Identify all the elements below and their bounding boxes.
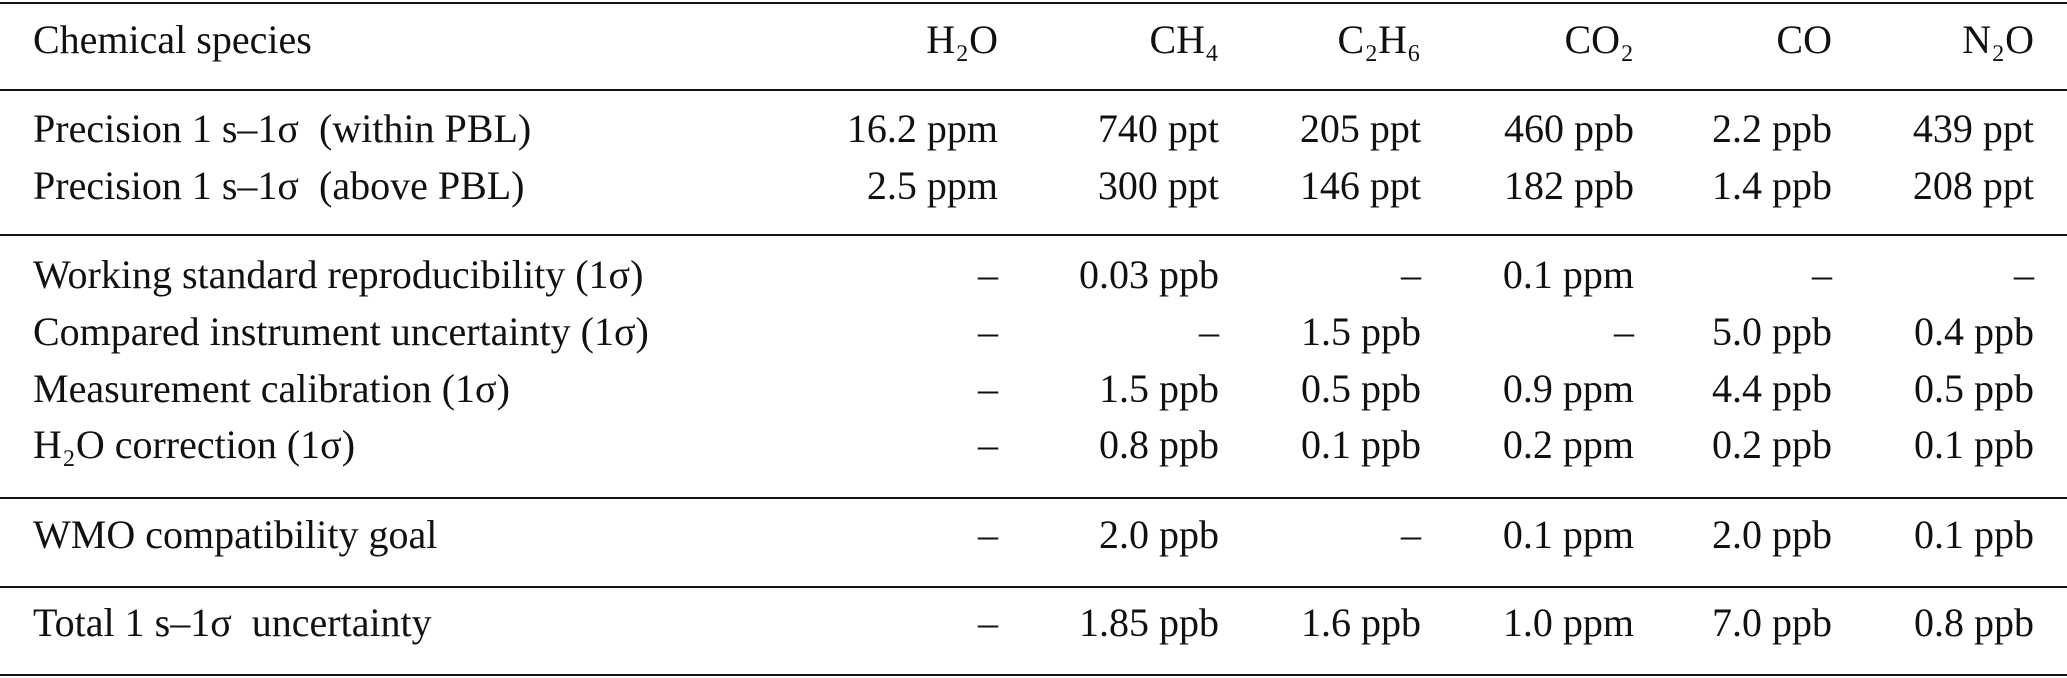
row-cell: 0.9 ppm	[1503, 366, 1634, 411]
row-cell: –	[1400, 512, 1422, 557]
row-cell: –	[1811, 252, 1833, 297]
row-cell: 2.2 ppb	[1712, 106, 1832, 151]
row-label: Working standard reproducibility (1σ)	[33, 252, 643, 297]
row-cell: –	[1400, 252, 1422, 297]
row-cell: –	[1613, 309, 1635, 354]
row-cell: –	[977, 309, 999, 354]
row-cell: 1.0 ppm	[1503, 600, 1634, 645]
row-cell: 1.4 ppb	[1712, 163, 1832, 208]
row-cell: 7.0 ppb	[1712, 600, 1832, 645]
row-cell: –	[977, 600, 999, 645]
header-label: Chemical species	[33, 17, 312, 62]
row-cell: 0.1 ppm	[1503, 512, 1634, 557]
row-cell: 5.0 ppb	[1712, 309, 1832, 354]
row-cell: –	[1198, 309, 1220, 354]
row-cell: 16.2 ppm	[847, 106, 998, 151]
row-cell: 2.5 ppm	[867, 163, 998, 208]
row-cell: 0.1 ppb	[1914, 512, 2034, 557]
row-label: H₂O correction (1σ)	[33, 422, 355, 467]
header-cell: H₂O	[926, 17, 998, 62]
row-cell: 439 ppt	[1913, 106, 2034, 151]
row-cell: 0.2 ppb	[1712, 422, 1832, 467]
row-cell: 1.85 ppb	[1079, 600, 1219, 645]
row-cell: 0.03 ppb	[1079, 252, 1219, 297]
header-cell: N₂O	[1962, 17, 2034, 62]
header-cell: C₂H₆	[1338, 17, 1421, 62]
row-cell: 300 ppt	[1098, 163, 1219, 208]
row-cell: 0.8 ppb	[1099, 422, 1219, 467]
row-cell: –	[2013, 252, 2035, 297]
row-label: Total 1 s–1σ uncertainty	[33, 600, 432, 645]
row-cell: 2.0 ppb	[1099, 512, 1219, 557]
row-cell: –	[977, 252, 999, 297]
header-cell: CO	[1776, 17, 1832, 62]
row-cell: 460 ppb	[1504, 106, 1634, 151]
row-cell: 0.4 ppb	[1914, 309, 2034, 354]
header-cell: CH₄	[1149, 17, 1219, 62]
row-cell: 0.5 ppb	[1914, 366, 2034, 411]
row-cell: 182 ppb	[1504, 163, 1634, 208]
row-cell: 4.4 ppb	[1712, 366, 1832, 411]
row-label: Precision 1 s–1σ (above PBL)	[33, 163, 525, 208]
row-cell: 1.5 ppb	[1301, 309, 1421, 354]
row-label: WMO compatibility goal	[33, 512, 437, 557]
row-label: Compared instrument uncertainty (1σ)	[33, 309, 649, 354]
row-cell: 0.1 ppb	[1301, 422, 1421, 467]
row-cell: 208 ppt	[1913, 163, 2034, 208]
row-label: Precision 1 s–1σ (within PBL)	[33, 106, 531, 151]
row-cell: –	[977, 422, 999, 467]
row-label: Measurement calibration (1σ)	[33, 366, 510, 411]
row-cell: 0.1 ppm	[1503, 252, 1634, 297]
row-cell: 1.6 ppb	[1301, 600, 1421, 645]
row-cell: 146 ppt	[1300, 163, 1421, 208]
row-cell: 1.5 ppb	[1099, 366, 1219, 411]
row-cell: 0.2 ppm	[1503, 422, 1634, 467]
row-cell: 0.5 ppb	[1301, 366, 1421, 411]
row-cell: –	[977, 366, 999, 411]
row-cell: 2.0 ppb	[1712, 512, 1832, 557]
row-cell: 0.8 ppb	[1914, 600, 2034, 645]
header-cell: CO₂	[1564, 17, 1634, 62]
row-cell: 740 ppt	[1098, 106, 1219, 151]
row-cell: 205 ppt	[1300, 106, 1421, 151]
row-cell: –	[977, 512, 999, 557]
row-cell: 0.1 ppb	[1914, 422, 2034, 467]
